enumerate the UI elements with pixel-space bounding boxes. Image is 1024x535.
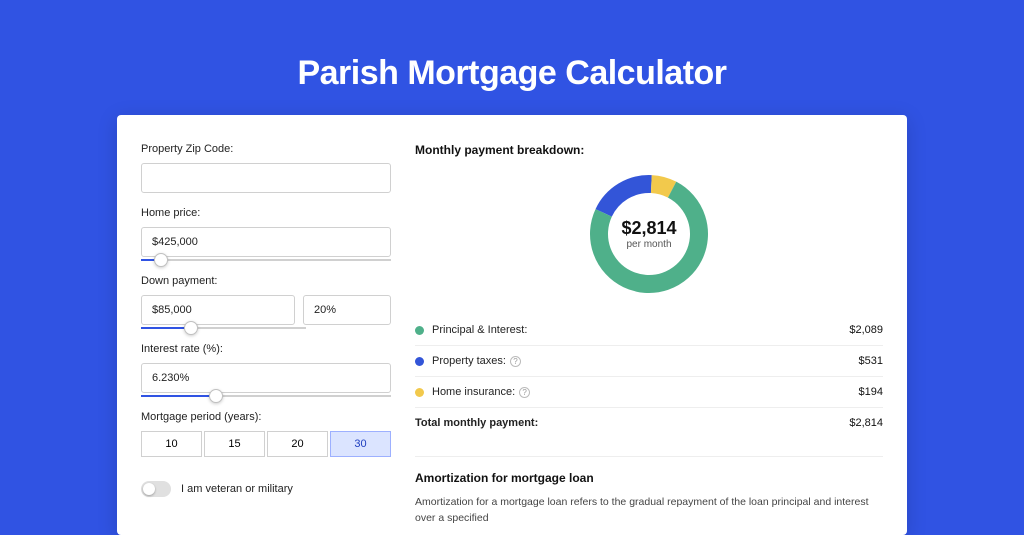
- zip-field: Property Zip Code:: [141, 143, 391, 193]
- page-title: Parish Mortgage Calculator: [297, 54, 726, 93]
- period-button-10[interactable]: 10: [141, 431, 202, 457]
- interest-input[interactable]: [141, 363, 391, 393]
- amort-text: Amortization for a mortgage loan refers …: [415, 495, 883, 527]
- interest-field: Interest rate (%):: [141, 343, 391, 397]
- donut-center: $2,814 per month: [621, 218, 676, 250]
- home-price-label: Home price:: [141, 207, 391, 219]
- veteran-label: I am veteran or military: [181, 483, 293, 495]
- breakdown-label: Principal & Interest:: [432, 324, 849, 336]
- calculator-card: Property Zip Code: Home price: Down paym…: [117, 115, 907, 535]
- page: Parish Mortgage Calculator Property Zip …: [0, 0, 1024, 512]
- total-value: $2,814: [849, 417, 883, 429]
- slider-thumb[interactable]: [209, 389, 223, 403]
- down-payment-field: Down payment:: [141, 275, 391, 329]
- form-column: Property Zip Code: Home price: Down paym…: [141, 143, 391, 507]
- down-payment-amount-input[interactable]: [141, 295, 295, 325]
- help-icon[interactable]: ?: [510, 356, 521, 367]
- breakdown-value: $2,089: [849, 324, 883, 336]
- breakdown-label: Property taxes:?: [432, 355, 859, 367]
- breakdown-row: Home insurance:?$194: [415, 376, 883, 407]
- period-label: Mortgage period (years):: [141, 411, 391, 423]
- interest-label: Interest rate (%):: [141, 343, 391, 355]
- home-price-slider[interactable]: [141, 259, 391, 261]
- zip-label: Property Zip Code:: [141, 143, 391, 155]
- donut-sub: per month: [621, 239, 676, 250]
- breakdown-value: $531: [859, 355, 883, 367]
- down-payment-pct-input[interactable]: [303, 295, 391, 325]
- legend-dot: [415, 357, 424, 366]
- period-buttons: 10152030: [141, 431, 391, 457]
- slider-thumb[interactable]: [154, 253, 168, 267]
- down-payment-label: Down payment:: [141, 275, 391, 287]
- period-field: Mortgage period (years): 10152030: [141, 411, 391, 457]
- breakdown-row: Property taxes:?$531: [415, 345, 883, 376]
- legend-dot: [415, 388, 424, 397]
- breakdown-row: Principal & Interest:$2,089: [415, 315, 883, 345]
- breakdown-value: $194: [859, 386, 883, 398]
- down-payment-slider[interactable]: [141, 327, 306, 329]
- donut-chart: $2,814 per month: [584, 169, 714, 299]
- slider-fill: [141, 395, 216, 397]
- home-price-input[interactable]: [141, 227, 391, 257]
- slider-thumb[interactable]: [184, 321, 198, 335]
- home-price-field: Home price:: [141, 207, 391, 261]
- breakdown-column: Monthly payment breakdown: $2,814 per mo…: [415, 143, 883, 507]
- amort-title: Amortization for mortgage loan: [415, 471, 883, 485]
- amortization-section: Amortization for mortgage loan Amortizat…: [415, 456, 883, 527]
- interest-slider[interactable]: [141, 395, 391, 397]
- breakdown-label: Home insurance:?: [432, 386, 859, 398]
- total-label: Total monthly payment:: [415, 417, 849, 429]
- breakdown-rows: Principal & Interest:$2,089Property taxe…: [415, 315, 883, 407]
- help-icon[interactable]: ?: [519, 387, 530, 398]
- toggle-knob: [143, 483, 155, 495]
- breakdown-title: Monthly payment breakdown:: [415, 143, 883, 157]
- donut-value: $2,814: [621, 218, 676, 239]
- period-button-15[interactable]: 15: [204, 431, 265, 457]
- period-button-20[interactable]: 20: [267, 431, 328, 457]
- zip-input[interactable]: [141, 163, 391, 193]
- veteran-row: I am veteran or military: [141, 481, 391, 497]
- legend-dot: [415, 326, 424, 335]
- donut-wrap: $2,814 per month: [415, 169, 883, 299]
- total-row: Total monthly payment: $2,814: [415, 407, 883, 438]
- veteran-toggle[interactable]: [141, 481, 171, 497]
- period-button-30[interactable]: 30: [330, 431, 391, 457]
